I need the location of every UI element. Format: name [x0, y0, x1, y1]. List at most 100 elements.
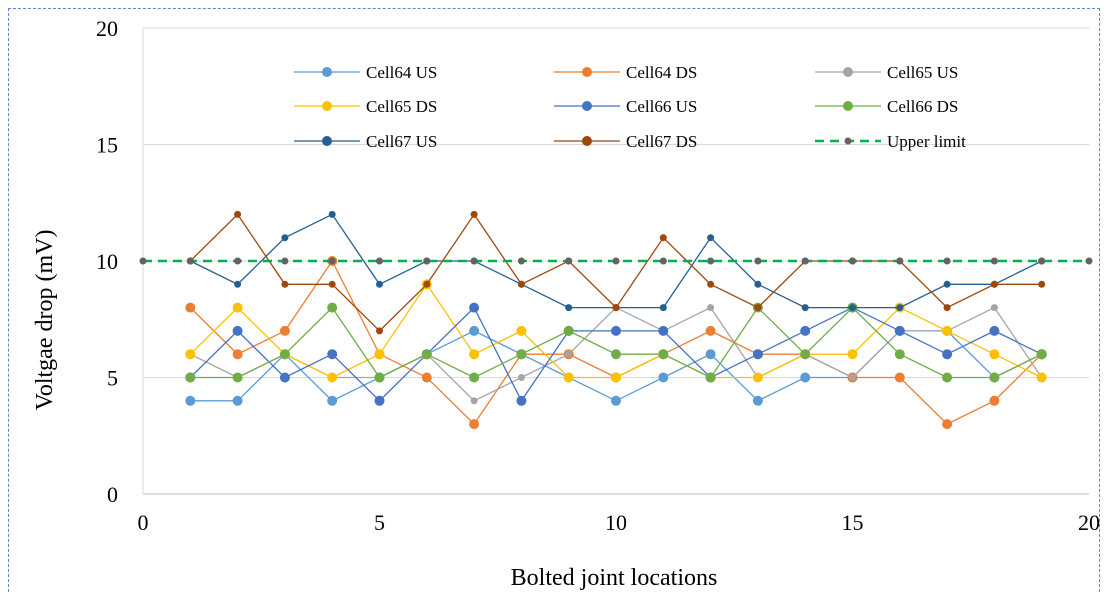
data-point: [374, 395, 385, 406]
data-point: [469, 349, 480, 360]
x-axis-label: Bolted joint locations: [511, 565, 718, 591]
legend-marker: [322, 67, 332, 77]
data-point: [421, 372, 432, 383]
data-point: [565, 350, 573, 358]
data-point: [800, 372, 811, 383]
series-line: [190, 306, 1042, 379]
legend-marker: [322, 136, 332, 146]
data-point: [705, 349, 716, 360]
data-point: [186, 257, 194, 265]
data-point: [705, 325, 716, 336]
data-point: [517, 257, 525, 265]
data-point: [232, 325, 243, 336]
data-point: [942, 419, 953, 430]
data-point: [563, 325, 574, 336]
data-point: [563, 372, 574, 383]
legend-marker: [843, 67, 853, 77]
data-point: [849, 257, 856, 265]
data-point: [279, 349, 290, 360]
legend-label: Cell64 DS: [626, 63, 697, 82]
data-point: [849, 304, 856, 312]
data-point: [565, 257, 573, 265]
data-point: [232, 395, 243, 406]
series-cell66-ds: [185, 302, 1047, 383]
legend-item: Upper limit: [815, 132, 966, 151]
legend-item: Cell64 US: [294, 63, 437, 82]
data-point: [894, 349, 905, 360]
data-point: [328, 257, 336, 265]
x-tick-label: 15: [842, 510, 864, 535]
data-point: [423, 257, 431, 265]
data-point: [185, 372, 196, 383]
data-point: [849, 374, 856, 381]
data-point: [612, 304, 620, 312]
y-tick-label: 15: [96, 133, 118, 158]
data-point: [516, 395, 527, 406]
data-point: [943, 304, 951, 312]
data-point: [752, 395, 763, 406]
data-point: [234, 257, 242, 265]
data-point: [990, 304, 998, 312]
x-tick-label: 0: [138, 510, 149, 535]
legend-item: Cell66 US: [554, 97, 697, 116]
legend-marker: [844, 137, 852, 145]
series-cell64-us: [185, 325, 1047, 406]
data-point: [328, 280, 336, 288]
data-point: [707, 257, 715, 265]
data-point: [185, 302, 196, 313]
legend-label: Cell65 DS: [366, 97, 437, 116]
data-point: [327, 395, 338, 406]
legend-label: Cell64 US: [366, 63, 437, 82]
data-point: [376, 280, 383, 288]
legend: Cell64 US Cell64 DS Cell65 US Cell65 DS Cell…: [294, 63, 966, 151]
data-point: [327, 349, 338, 360]
legend-label: Cell65 US: [887, 63, 958, 82]
data-point: [1038, 280, 1046, 288]
data-point: [847, 349, 858, 360]
legend-item: Cell67 US: [294, 132, 437, 151]
data-point: [327, 372, 338, 383]
data-point: [517, 374, 525, 381]
data-point: [565, 304, 573, 312]
data-point: [139, 257, 147, 265]
data-point: [896, 257, 904, 265]
data-point: [754, 280, 762, 288]
data-point: [801, 304, 809, 312]
legend-marker: [582, 67, 592, 77]
data-point: [279, 325, 290, 336]
data-point: [469, 325, 480, 336]
series-line: [189, 213, 1042, 332]
data-point: [612, 257, 620, 265]
data-point: [232, 349, 243, 360]
x-tick-label: 10: [605, 510, 627, 535]
data-point: [611, 372, 621, 383]
data-point: [469, 419, 480, 430]
y-axis-label: Voltgae drop (mV): [32, 230, 58, 411]
data-point: [611, 395, 621, 406]
legend-label: Cell66 DS: [887, 97, 958, 116]
data-point: [658, 349, 669, 360]
data-point: [707, 304, 715, 312]
data-point: [281, 257, 289, 265]
x-tick-label: 20: [1078, 510, 1100, 535]
data-point: [1085, 257, 1093, 265]
axes: 0 5 10 15 20 0 5 10 15 20: [96, 16, 1100, 535]
data-point: [327, 302, 338, 313]
data-point: [659, 234, 667, 242]
data-point: [801, 257, 809, 265]
legend-label: Upper limit: [887, 132, 966, 151]
y-tick-label: 0: [107, 482, 118, 507]
data-point: [281, 280, 289, 288]
data-point: [376, 327, 383, 335]
data-point: [989, 325, 1000, 336]
data-point: [659, 257, 667, 265]
data-point: [942, 349, 953, 360]
data-point: [894, 372, 905, 383]
legend-marker: [582, 136, 592, 146]
chart-frame: [8, 8, 1100, 592]
data-point: [470, 257, 478, 265]
data-point: [611, 325, 621, 336]
legend-label: Cell67 US: [366, 132, 437, 151]
data-point: [423, 280, 431, 288]
